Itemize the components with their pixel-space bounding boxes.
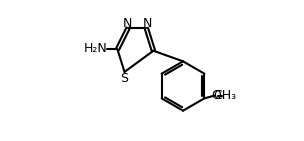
Text: N: N [142,17,152,30]
Text: O: O [211,89,221,102]
Text: CH₃: CH₃ [213,89,236,102]
Text: H₂N: H₂N [84,42,108,55]
Text: N: N [123,17,132,30]
Text: S: S [120,72,128,85]
